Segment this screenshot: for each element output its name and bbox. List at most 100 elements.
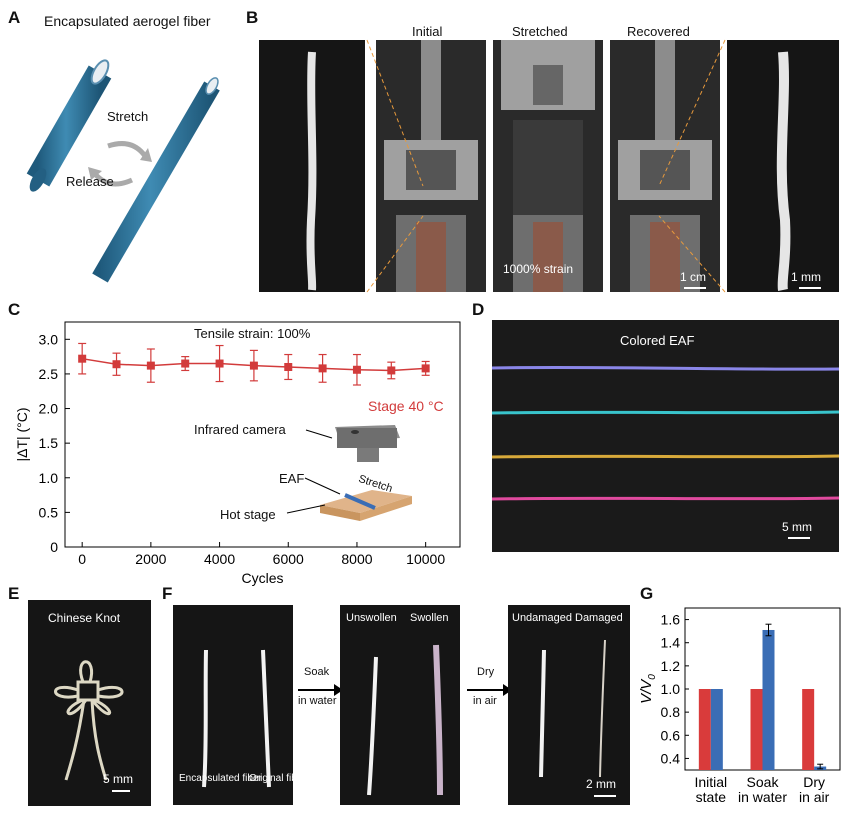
category-label: Dry: [803, 774, 825, 790]
data-point: [352, 365, 361, 374]
damaged-label: Damaged: [575, 612, 623, 624]
unswollen-label: Unswollen: [346, 612, 397, 624]
swollen-label: Swollen: [410, 612, 449, 624]
hot-stage-icon: [320, 490, 412, 521]
panel-f-letter: F: [162, 584, 173, 603]
data-point: [387, 366, 396, 375]
scale-cm-bar: [684, 287, 706, 289]
panel-d-scale-label: 5 mm: [782, 520, 812, 534]
panel-g-letter: G: [640, 584, 654, 603]
bar: [750, 689, 763, 770]
y-tick-label: 1.0: [39, 470, 59, 486]
panel-a-title: Encapsulated aerogel fiber: [44, 13, 211, 29]
data-point: [146, 361, 155, 370]
y-tick-label: 0.6: [661, 727, 681, 743]
strain-label: 1000% strain: [503, 262, 574, 276]
panel-a-letter: A: [8, 8, 21, 27]
category-label: state: [696, 789, 727, 805]
pink-fiber: [492, 496, 839, 501]
y-axis-label: |ΔT| (°C): [14, 407, 30, 461]
undamaged-fiber: [539, 649, 546, 778]
cyclic-temperature-chart: 0 0.5 1.0 1.5 2.0 2.5 3.0 0 2000 4000 6000 8000 1000…: [14, 321, 461, 586]
x-tick-label: 4000: [204, 551, 235, 567]
x-tick-label: 6000: [273, 551, 304, 567]
cyan-fiber: [492, 410, 839, 415]
swelling-photo: Unswollen Swollen: [340, 605, 460, 805]
category-label: Soak: [747, 774, 780, 790]
stretched-label: Stretched: [512, 24, 568, 39]
data-point: [421, 364, 430, 373]
bar: [802, 689, 815, 770]
scale-cm-label: 1 cm: [680, 270, 707, 284]
fiber-compare-photo: Encapsulated fiber Original fiber: [173, 605, 293, 805]
y-tick-label: 2.5: [39, 366, 59, 382]
chinese-knot-photo: Chinese Knot 5 mm: [28, 600, 151, 806]
infrared-camera-icon: [335, 425, 400, 462]
x-axis-label: Cycles: [241, 570, 283, 586]
panel-f-scale-label: 2 mm: [586, 777, 616, 791]
y-tick-label: 0.4: [661, 750, 681, 766]
hotstage-label: Hot stage: [220, 507, 276, 522]
dry-arrow-icon: [467, 684, 512, 696]
scale-mm-bar: [799, 287, 821, 289]
y-tick-label: 0.5: [39, 504, 59, 520]
damaged-fiber: [599, 639, 606, 778]
y-tick-label: 1.4: [661, 635, 681, 651]
x-tick-label: 0: [78, 551, 86, 567]
encapsulated-fiber: [202, 649, 208, 788]
data-point: [249, 361, 258, 370]
data-point: [181, 359, 190, 368]
y-tick-label: 0.8: [661, 704, 681, 720]
in-air-label: in air: [473, 695, 497, 707]
y-tick-label: 0: [50, 539, 58, 555]
bar: [762, 629, 775, 770]
release-label: Release: [66, 174, 114, 189]
stage-label: Stage 40 °C: [368, 398, 444, 414]
stretch-label: Stretch: [107, 109, 149, 124]
panel-f-scale-bar: [594, 795, 616, 797]
x-tick-label: 2000: [135, 551, 166, 567]
colored-fibers-photo: Colored EAF 5 mm: [492, 320, 839, 552]
panel-c-letter: C: [8, 300, 21, 319]
data-point: [284, 363, 293, 371]
panel-d-title: Colored EAF: [620, 333, 695, 348]
category-label: Initial: [694, 774, 727, 790]
dry-label: Dry: [477, 666, 495, 678]
soak-arrow-icon: [298, 684, 343, 696]
stretch-arrow-icon: [107, 141, 148, 158]
initial-label: Initial: [412, 24, 443, 39]
release-arrow-icon: [94, 173, 134, 187]
recovered-tester-photo: 1 cm: [610, 40, 720, 292]
y-tick-label: 1.2: [661, 658, 681, 674]
data-point: [112, 360, 121, 369]
undamaged-label: Undamaged: [512, 612, 572, 624]
data-point: [215, 359, 224, 368]
panel-e-title: Chinese Knot: [48, 611, 121, 625]
chart-c-frame: [64, 321, 461, 548]
unswollen-fiber: [367, 656, 378, 796]
panel-d-scale-bar: [788, 537, 810, 539]
recovered-label: Recovered: [627, 24, 690, 39]
bar: [710, 689, 723, 770]
y-tick-label: 1.5: [39, 435, 59, 451]
y-axis-label: V/V0: [638, 674, 658, 704]
chart-c-title: Tensile strain: 100%: [194, 326, 311, 341]
camera-label: Infrared camera: [194, 422, 286, 437]
panel-e-letter: E: [8, 584, 20, 603]
long-fiber-shape: [92, 77, 220, 283]
stretched-tester-photo: 1000% strain: [493, 40, 603, 292]
category-label: in water: [738, 789, 787, 805]
y-tick-label: 3.0: [39, 331, 59, 347]
y-tick-label: 1.0: [661, 681, 681, 697]
scale-mm-label: 1 mm: [791, 270, 821, 284]
y-tick-label: 1.6: [661, 612, 681, 628]
eaf-label: EAF: [279, 471, 305, 486]
x-tick-label: 10000: [406, 551, 445, 567]
panel-e-scale-bar: [112, 790, 130, 792]
soak-label: Soak: [304, 666, 330, 678]
yellow-fiber: [492, 454, 839, 459]
in-water-label: in water: [298, 695, 337, 707]
recovered-fiber-closeup-photo: 1 mm: [727, 40, 839, 292]
y-tick-label: 2.0: [39, 401, 59, 417]
panel-b-letter: B: [246, 8, 259, 27]
